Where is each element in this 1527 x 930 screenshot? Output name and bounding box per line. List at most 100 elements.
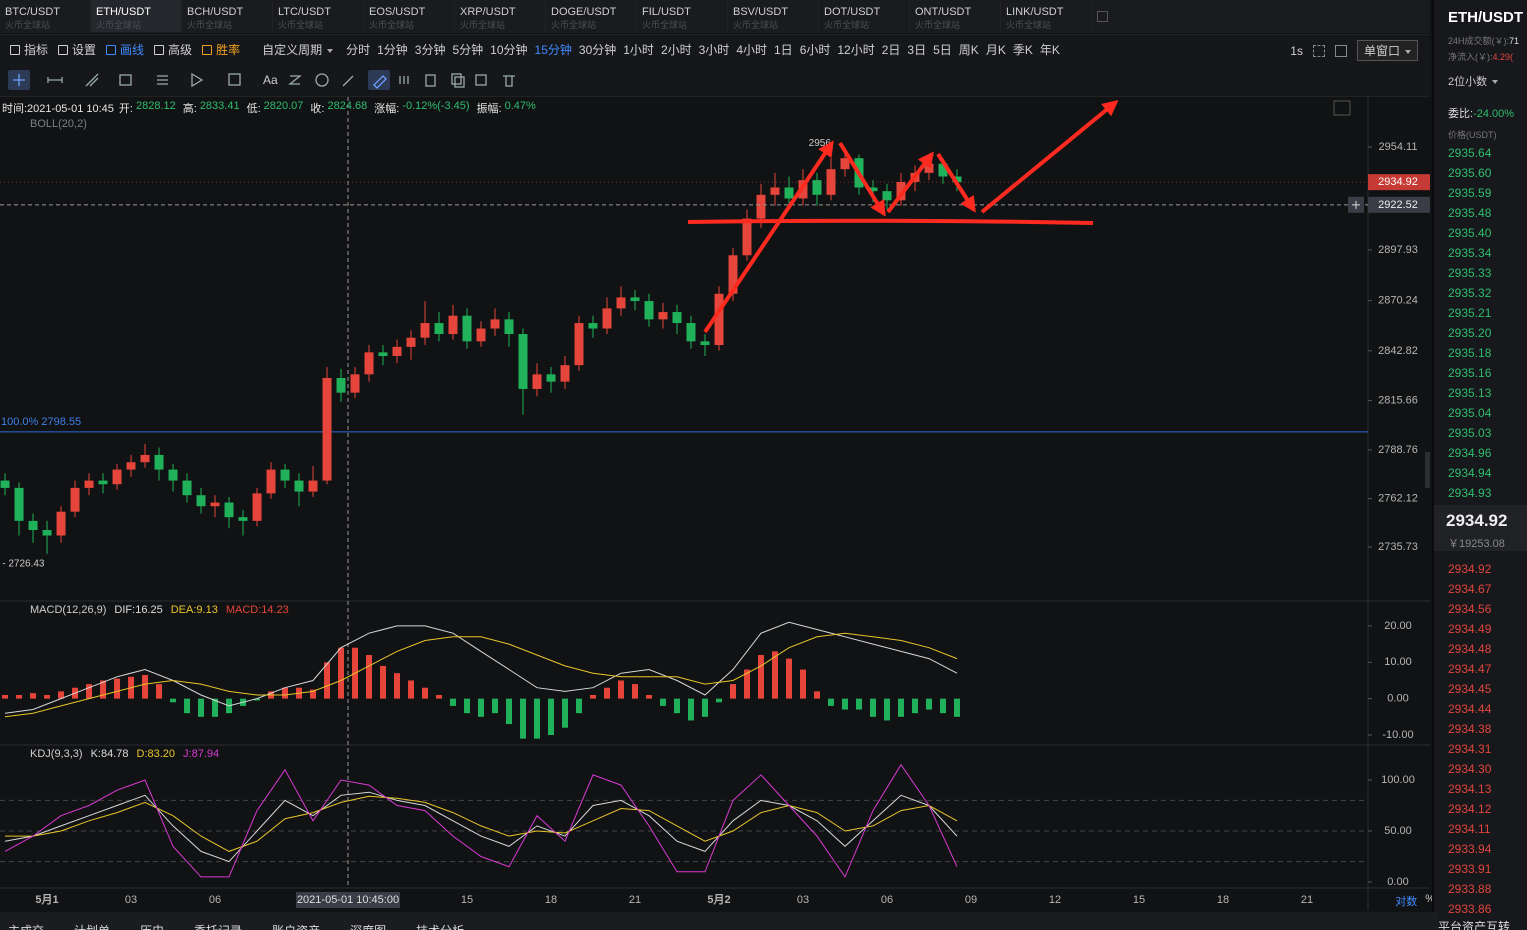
y-tick-label: 2735.73 — [1378, 541, 1418, 553]
ask-price: 2935.48 — [1448, 206, 1492, 220]
bottom-tab[interactable]: 计划单 — [74, 922, 110, 930]
fullscreen-icon[interactable] — [1312, 44, 1325, 57]
candle-body — [238, 517, 248, 521]
custom-period[interactable]: 自定义周期 — [262, 41, 333, 58]
info-label: 开: — [118, 103, 133, 115]
pair-tab[interactable]: BSV/USDT 火币全球站 — [728, 0, 819, 32]
bottom-tab[interactable]: 账户资产 — [272, 922, 320, 930]
period[interactable]: 1日 — [774, 43, 793, 57]
bid-price: 2934.45 — [1448, 682, 1492, 696]
pair-tab[interactable]: ETH/USDT 火币全球站 — [91, 0, 182, 32]
bottom-tab[interactable]: 历史 — [140, 922, 164, 930]
period[interactable]: 周K — [958, 43, 979, 57]
period[interactable]: 3分钟 — [414, 43, 446, 57]
y-tick-label: 2762.12 — [1378, 493, 1418, 505]
candle-body — [448, 315, 458, 335]
refresh[interactable]: 1s — [1290, 43, 1303, 58]
tool-button[interactable]: 画线 — [106, 41, 144, 58]
macd-bar — [897, 698, 904, 717]
pair-tab[interactable]: XRP/USDT 火币全球站 — [455, 0, 546, 32]
text-tool[interactable]: Aa — [263, 73, 278, 87]
indicator-title[interactable]: KDJ(9,3,3) — [30, 748, 83, 760]
last-box — [1434, 505, 1527, 551]
period[interactable]: 1小时 — [623, 43, 654, 57]
pair-tab[interactable]: LTC/USDT 火币全球站 — [273, 0, 364, 32]
period[interactable]: 12小时 — [837, 43, 875, 57]
period[interactable]: 分时 — [346, 43, 371, 57]
x-tick-label: 5月1 — [35, 893, 58, 906]
period[interactable]: 30分钟 — [578, 43, 617, 57]
tool-button[interactable]: 胜率 — [202, 41, 240, 58]
candle-body — [434, 323, 444, 335]
period[interactable]: 4小时 — [736, 43, 767, 57]
period[interactable]: 5分钟 — [452, 43, 484, 57]
tool-button[interactable]: 高级 — [154, 41, 192, 58]
pair-tab[interactable]: ONT/USDT 火币全球站 — [910, 0, 1001, 32]
axis-option[interactable]: % — [1425, 893, 1435, 905]
tab-pair: FIL/USDT — [642, 6, 691, 18]
tab-exchange: 火币全球站 — [733, 20, 779, 30]
candle-body — [588, 323, 598, 329]
last-price-label: 2934.92 — [1378, 176, 1418, 188]
macd-bar — [869, 698, 876, 717]
tab-pair: ETH/USDT — [96, 6, 151, 18]
candle-body — [182, 480, 192, 496]
side-handle[interactable] — [1425, 452, 1430, 488]
pair-tab[interactable]: BTC/USDT 火币全球站 — [0, 0, 91, 32]
macd-bar — [492, 698, 499, 714]
period[interactable]: 2小时 — [660, 43, 692, 57]
period[interactable]: 年K — [1039, 43, 1060, 57]
main-indicator[interactable]: BOLL(20,2) — [30, 118, 87, 130]
pair-tab[interactable]: DOGE/USDT 火币全球站 — [546, 0, 637, 32]
tab-pair: LINK/USDT — [1006, 6, 1064, 18]
info-value: 2824.68 — [327, 100, 368, 112]
period[interactable]: 1分钟 — [377, 43, 408, 57]
period[interactable]: 季K — [1012, 43, 1033, 57]
period[interactable]: 5日 — [933, 43, 952, 57]
period[interactable]: 月K — [985, 43, 1006, 57]
bottom-tab[interactable]: 深度图 — [350, 922, 386, 930]
tool-button[interactable]: 指标 — [10, 41, 48, 58]
indicator-title[interactable]: MACD(12,26,9) — [30, 604, 107, 616]
transfer[interactable]: 平台资产互转 — [1438, 920, 1511, 930]
x-tick-label: 21 — [1301, 894, 1313, 906]
kdj-header: KDJ(9,3,3) K:84.78 D:83.20 J:87.94 — [30, 748, 219, 760]
info-value: 2820.07 — [263, 100, 304, 112]
period[interactable]: 6小时 — [799, 43, 831, 57]
period[interactable]: 3日 — [907, 43, 927, 57]
bottom-tab[interactable]: 主成交 — [8, 922, 44, 930]
period[interactable]: 15分钟 — [534, 43, 572, 57]
bid-price: 2934.48 — [1448, 642, 1492, 656]
axis-option[interactable]: 对数 — [1395, 896, 1418, 908]
info-label: 高: — [182, 103, 197, 115]
pair-tab[interactable]: EOS/USDT 火币全球站 — [364, 0, 455, 32]
bottom-tab[interactable]: 技术分析 — [416, 922, 464, 930]
macd-bar — [408, 680, 415, 699]
macd-bar — [729, 684, 736, 699]
period[interactable]: 2日 — [881, 43, 901, 57]
add-tab[interactable] — [1097, 11, 1108, 22]
candle-body — [714, 293, 724, 346]
pair-tab[interactable]: DOT/USDT 火币全球站 — [819, 0, 910, 32]
pair-tab[interactable]: BCH/USDT 火币全球站 — [182, 0, 273, 32]
window-select[interactable]: 单窗口 — [1356, 40, 1418, 61]
candle-body — [798, 180, 808, 199]
candle-body — [742, 218, 752, 256]
bottom-tab[interactable]: 委托记录 — [194, 922, 242, 930]
candle-body — [0, 480, 10, 488]
ask-price: 2935.21 — [1448, 306, 1492, 320]
period[interactable]: 3小时 — [698, 43, 730, 57]
pair-tab[interactable]: LINK/USDT 火币全球站 — [1001, 0, 1092, 32]
snapshot-icon[interactable] — [1334, 44, 1347, 57]
expand-icon[interactable] — [1333, 100, 1351, 116]
period[interactable]: 10分钟 — [490, 43, 528, 57]
x-tick-label: 09 — [965, 894, 977, 906]
macd-bar — [478, 698, 485, 717]
decimals[interactable]: 2位小数 — [1448, 73, 1498, 89]
pair-tab[interactable]: FIL/USDT 火币全球站 — [637, 0, 728, 32]
candle-body — [406, 337, 416, 347]
tool-button[interactable]: 设置 — [58, 41, 96, 58]
indicator-readout: D:83.20 — [136, 748, 176, 760]
candle-body — [224, 502, 234, 518]
macd-bar — [827, 698, 834, 706]
